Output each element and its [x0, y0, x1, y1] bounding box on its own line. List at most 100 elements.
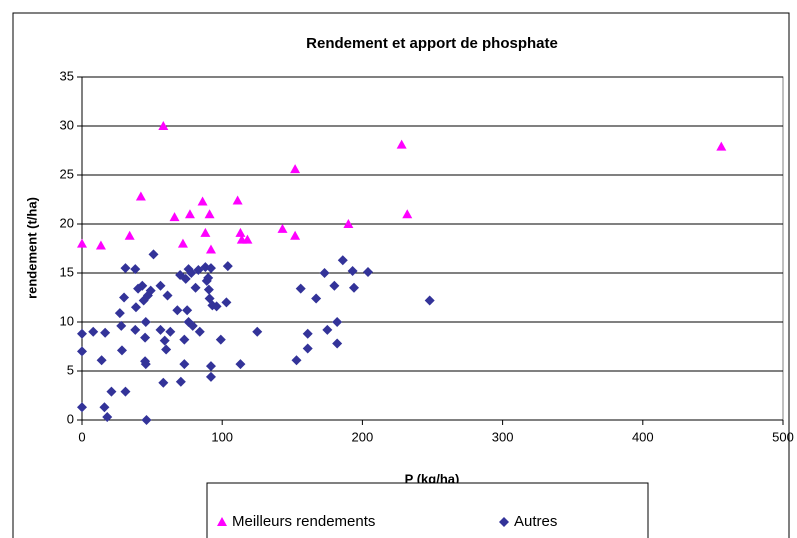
data-point	[172, 305, 183, 316]
data-point	[211, 301, 222, 312]
data-point	[155, 280, 166, 291]
data-point	[106, 386, 117, 397]
data-point	[347, 266, 358, 277]
data-point	[235, 227, 246, 237]
y-tick-label: 35	[60, 68, 74, 83]
data-point	[332, 338, 343, 349]
data-point	[116, 345, 127, 356]
data-point	[179, 359, 190, 370]
data-point	[424, 295, 435, 306]
data-point	[169, 212, 180, 222]
data-point	[141, 415, 152, 425]
data-point	[396, 139, 407, 149]
data-point	[205, 371, 216, 382]
x-tick-label: 500	[772, 429, 794, 444]
data-point	[302, 328, 313, 339]
x-tick-label: 100	[211, 429, 233, 444]
data-point	[337, 255, 348, 266]
data-point	[120, 263, 131, 274]
data-point	[200, 227, 211, 237]
legend-marker	[499, 517, 509, 527]
data-point	[221, 297, 232, 308]
y-tick-label: 5	[67, 362, 74, 377]
y-tick-label: 10	[60, 313, 74, 328]
data-point	[116, 320, 127, 331]
legend-label: Autres	[514, 513, 557, 530]
x-tick-label: 400	[632, 429, 654, 444]
data-point	[363, 267, 374, 278]
data-point	[295, 283, 306, 294]
data-point	[215, 334, 226, 345]
data-point	[158, 377, 169, 388]
chart-title: Rendement et apport de phosphate	[306, 35, 558, 52]
data-point	[165, 326, 176, 337]
legend-box	[206, 482, 649, 538]
data-point	[205, 361, 216, 372]
data-point	[130, 264, 141, 275]
data-point	[77, 402, 87, 413]
data-point	[290, 164, 301, 174]
data-point	[203, 272, 214, 283]
data-point	[140, 359, 151, 370]
y-tick-label: 25	[60, 166, 74, 181]
data-point	[242, 234, 253, 244]
data-point	[203, 284, 214, 295]
data-point	[329, 280, 340, 291]
data-point	[277, 223, 288, 233]
data-point	[402, 209, 413, 219]
y-axis-label: rendement (t/ha)	[24, 197, 39, 299]
data-point	[155, 324, 166, 335]
data-point	[180, 273, 191, 284]
data-point	[135, 191, 146, 201]
data-point	[175, 376, 186, 387]
data-point	[311, 293, 322, 304]
data-point	[179, 334, 190, 345]
data-point	[77, 346, 87, 357]
x-tick-label: 300	[492, 429, 514, 444]
data-point	[182, 305, 193, 316]
data-point	[190, 282, 201, 293]
data-point	[158, 121, 169, 130]
data-point	[100, 327, 111, 338]
legend-marker	[217, 517, 227, 526]
data-point	[235, 359, 246, 370]
data-point	[162, 290, 173, 301]
data-point	[290, 230, 301, 240]
data-point	[130, 324, 141, 335]
data-point	[187, 320, 198, 331]
data-point	[205, 263, 216, 274]
data-point	[114, 308, 125, 319]
data-point	[319, 268, 330, 278]
data-point	[88, 326, 99, 337]
data-point	[77, 238, 87, 248]
data-point	[99, 402, 110, 413]
data-point	[194, 326, 205, 337]
x-tick-label: 200	[352, 429, 374, 444]
data-point	[148, 249, 159, 260]
data-point	[222, 261, 233, 272]
data-point	[124, 230, 135, 240]
data-point	[95, 240, 106, 250]
data-point	[291, 355, 302, 366]
data-point	[205, 244, 216, 254]
data-point	[332, 317, 343, 327]
data-point	[716, 141, 727, 151]
legend-label: Meilleurs rendements	[232, 513, 375, 530]
data-point	[252, 326, 263, 337]
data-point	[204, 209, 215, 219]
y-tick-label: 20	[60, 215, 74, 230]
data-point	[184, 209, 195, 219]
data-point	[140, 317, 151, 327]
data-point	[145, 285, 156, 296]
y-tick-label: 0	[67, 411, 74, 426]
data-point	[343, 219, 354, 228]
x-tick-label: 0	[78, 429, 85, 444]
data-point	[177, 238, 188, 248]
data-point	[130, 302, 141, 313]
y-tick-label: 30	[60, 117, 74, 132]
data-point	[232, 195, 243, 205]
data-point	[96, 355, 107, 366]
data-point	[302, 343, 313, 354]
data-point	[140, 332, 151, 343]
